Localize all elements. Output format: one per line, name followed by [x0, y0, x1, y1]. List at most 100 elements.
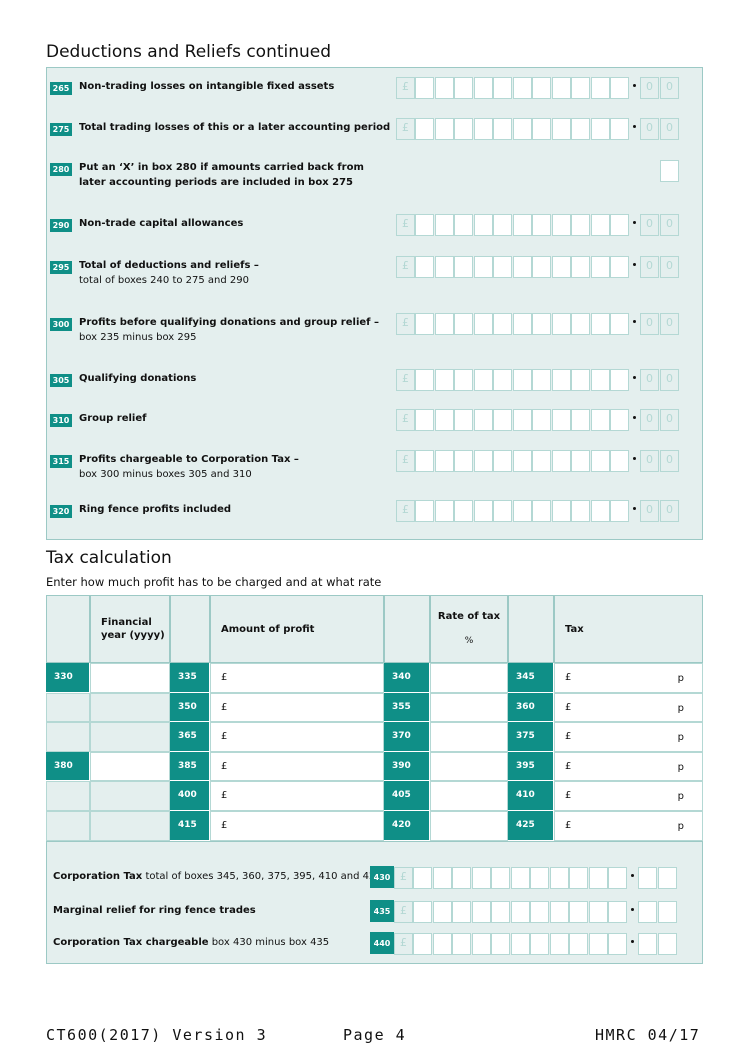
digit-box[interactable]: [551, 77, 571, 99]
digit-box[interactable]: [608, 901, 627, 923]
digit-box[interactable]: [571, 450, 590, 472]
pence-digit-box[interactable]: [638, 933, 657, 955]
digit-box[interactable]: [454, 500, 473, 522]
rate-of-tax-input[interactable]: [430, 751, 508, 782]
digit-box[interactable]: [590, 214, 610, 236]
digit-box[interactable]: [434, 256, 454, 278]
amount-of-profit-input[interactable]: £: [210, 663, 384, 693]
digit-box[interactable]: [510, 933, 530, 955]
digit-box[interactable]: [454, 256, 473, 278]
digit-box[interactable]: [590, 450, 610, 472]
digit-box[interactable]: [454, 409, 473, 431]
rate-of-tax-input[interactable]: [430, 663, 508, 693]
digit-box[interactable]: [532, 369, 551, 391]
digit-box[interactable]: [551, 118, 571, 140]
digit-box[interactable]: [415, 118, 434, 140]
digit-box[interactable]: [571, 256, 590, 278]
digit-box[interactable]: [415, 409, 434, 431]
digit-box[interactable]: [415, 500, 434, 522]
digit-box[interactable]: [549, 867, 569, 889]
digit-box[interactable]: [434, 500, 454, 522]
digit-box[interactable]: [512, 118, 532, 140]
digit-box[interactable]: [551, 256, 571, 278]
digit-box[interactable]: [471, 933, 491, 955]
pence-digit-box[interactable]: [658, 867, 677, 889]
digit-box[interactable]: [434, 369, 454, 391]
rate-of-tax-input[interactable]: [430, 811, 508, 841]
digit-box[interactable]: [415, 369, 434, 391]
digit-box[interactable]: [473, 256, 493, 278]
digit-box[interactable]: [512, 409, 532, 431]
digit-box[interactable]: [569, 867, 588, 889]
digit-box[interactable]: [493, 450, 512, 472]
digit-box[interactable]: [413, 867, 432, 889]
digit-box[interactable]: [569, 901, 588, 923]
pence-digit-box[interactable]: [658, 901, 677, 923]
digit-box[interactable]: [549, 901, 569, 923]
digit-box[interactable]: [551, 450, 571, 472]
digit-box[interactable]: [434, 313, 454, 335]
digit-box[interactable]: [530, 867, 549, 889]
digit-box[interactable]: [610, 500, 629, 522]
digit-box[interactable]: [415, 313, 434, 335]
digit-box[interactable]: [569, 933, 588, 955]
digit-box[interactable]: [452, 867, 471, 889]
digit-box[interactable]: [415, 77, 434, 99]
digit-box[interactable]: [413, 933, 432, 955]
digit-box[interactable]: [610, 409, 629, 431]
digit-box[interactable]: [473, 409, 493, 431]
digit-box[interactable]: [510, 867, 530, 889]
digit-box[interactable]: [588, 933, 608, 955]
digit-box[interactable]: [610, 450, 629, 472]
digit-box[interactable]: [608, 867, 627, 889]
digit-box[interactable]: [532, 118, 551, 140]
digit-box[interactable]: [590, 409, 610, 431]
digit-box[interactable]: [571, 500, 590, 522]
tax-amount-input[interactable]: £ p: [554, 722, 703, 752]
digit-box[interactable]: [512, 500, 532, 522]
digit-box[interactable]: [434, 77, 454, 99]
digit-box[interactable]: [434, 118, 454, 140]
digit-box[interactable]: [415, 214, 434, 236]
digit-box[interactable]: [493, 500, 512, 522]
digit-box[interactable]: [454, 450, 473, 472]
amount-of-profit-input[interactable]: £: [210, 751, 384, 782]
digit-box[interactable]: [473, 118, 493, 140]
digit-box[interactable]: [491, 901, 510, 923]
amount-of-profit-input[interactable]: £: [210, 781, 384, 811]
digit-box[interactable]: [532, 313, 551, 335]
digit-box[interactable]: [493, 409, 512, 431]
digit-box[interactable]: [493, 369, 512, 391]
digit-box[interactable]: [432, 867, 452, 889]
digit-box[interactable]: [471, 867, 491, 889]
digit-box[interactable]: [549, 933, 569, 955]
digit-box[interactable]: [551, 500, 571, 522]
digit-box[interactable]: [473, 450, 493, 472]
amount-of-profit-input[interactable]: £: [210, 692, 384, 723]
digit-box[interactable]: [473, 369, 493, 391]
digit-box[interactable]: [454, 118, 473, 140]
amount-of-profit-input[interactable]: £: [210, 811, 384, 841]
financial-year-input[interactable]: [90, 663, 170, 693]
digit-box[interactable]: [452, 933, 471, 955]
digit-box[interactable]: [493, 313, 512, 335]
financial-year-input[interactable]: [90, 751, 170, 782]
digit-box[interactable]: [532, 256, 551, 278]
digit-box[interactable]: [532, 450, 551, 472]
tax-amount-input[interactable]: £ p: [554, 751, 703, 782]
digit-box[interactable]: [454, 214, 473, 236]
digit-box[interactable]: [512, 369, 532, 391]
digit-box[interactable]: [532, 77, 551, 99]
digit-box[interactable]: [532, 214, 551, 236]
digit-box[interactable]: [454, 77, 473, 99]
digit-box[interactable]: [610, 256, 629, 278]
digit-box[interactable]: [454, 313, 473, 335]
digit-box[interactable]: [530, 933, 549, 955]
rate-of-tax-input[interactable]: [430, 722, 508, 752]
digit-box[interactable]: [512, 256, 532, 278]
digit-box[interactable]: [512, 313, 532, 335]
digit-box[interactable]: [434, 214, 454, 236]
digit-box[interactable]: [571, 369, 590, 391]
tax-amount-input[interactable]: £ p: [554, 663, 703, 693]
digit-box[interactable]: [473, 313, 493, 335]
